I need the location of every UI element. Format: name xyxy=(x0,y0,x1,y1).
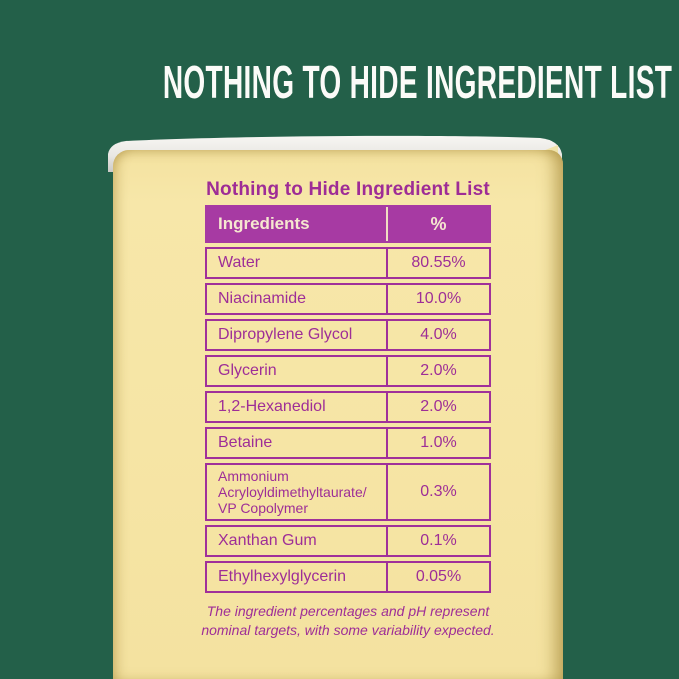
page-title: NOTHING TO HIDE INGREDIENT LIST xyxy=(0,59,679,105)
ingredient-name-cell: Glycerin xyxy=(218,362,277,379)
ingredient-percent-cell: 10.0% xyxy=(386,285,489,313)
table-row: Niacinamide 10.0% xyxy=(205,283,491,315)
panel-title: Nothing to Hide Ingredient List xyxy=(206,179,490,200)
table-row: Betaine 1.0% xyxy=(205,427,491,459)
ingredient-name-cell: Betaine xyxy=(218,434,273,451)
ingredient-name-cell: Water xyxy=(218,254,261,271)
ingredient-percent-cell: 80.55% xyxy=(386,249,489,277)
ingredient-name-cell: Ethylhexylglycerin xyxy=(218,568,347,585)
box-front-panel: Nothing to Hide Ingredient List Ingredie… xyxy=(113,150,563,679)
ingredient-percent-cell: 0.1% xyxy=(386,527,489,555)
table-row: 1,2-Hexanediol 2.0% xyxy=(205,391,491,423)
ingredient-percent-cell: 1.0% xyxy=(386,429,489,457)
disclaimer-note: The ingredient percentages and pH repres… xyxy=(163,602,533,640)
ingredient-name-cell: Niacinamide xyxy=(218,290,307,307)
ingredient-table: Ingredients % Water 80.55% Niacinamide 1… xyxy=(205,205,491,597)
ingredient-percent-cell: 4.0% xyxy=(386,321,489,349)
ingredient-percent-cell: 2.0% xyxy=(386,357,489,385)
header-ingredients: Ingredients xyxy=(218,214,310,233)
disclaimer-line-1: The ingredient percentages and pH repres… xyxy=(206,603,490,619)
ingredient-name-cell: Dipropylene Glycol xyxy=(218,326,353,343)
ingredient-percent-cell: 0.05% xyxy=(386,563,489,591)
ingredient-name-cell: 1,2-Hexanediol xyxy=(218,398,326,415)
ingredient-percent-cell: 2.0% xyxy=(386,393,489,421)
table-header-row: Ingredients % xyxy=(205,205,491,243)
disclaimer-line-2: nominal targets, with some variability e… xyxy=(201,622,495,638)
ingredient-name-cell: Ammonium Acryloyldimethyltaurate/ VP Cop… xyxy=(218,468,367,516)
header-percent: % xyxy=(386,207,489,241)
table-row: Ethylhexylglycerin 0.05% xyxy=(205,561,491,593)
table-row: Dipropylene Glycol 4.0% xyxy=(205,319,491,351)
page-title-text: NOTHING TO HIDE INGREDIENT LIST xyxy=(162,56,673,108)
table-row: Ammonium Acryloyldimethyltaurate/ VP Cop… xyxy=(205,463,491,521)
table-row: Water 80.55% xyxy=(205,247,491,279)
table-row: Glycerin 2.0% xyxy=(205,355,491,387)
ingredient-name-cell: Xanthan Gum xyxy=(218,532,317,549)
ingredient-percent-cell: 0.3% xyxy=(386,465,489,519)
table-row: Xanthan Gum 0.1% xyxy=(205,525,491,557)
